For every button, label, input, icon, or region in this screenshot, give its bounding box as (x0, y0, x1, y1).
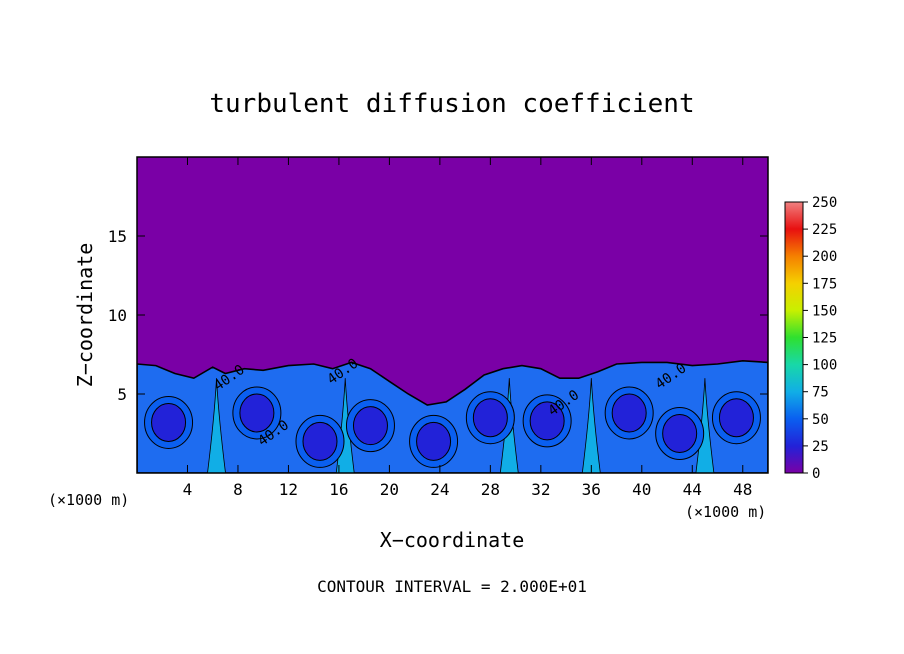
y-tick-label: 15 (108, 227, 127, 246)
colorbar-tick-label: 125 (812, 331, 837, 347)
eddy-core (302, 421, 338, 461)
x-axis-label: X−coordinate (380, 528, 525, 552)
eddy-core (239, 393, 275, 433)
x-tick-label: 24 (430, 480, 449, 499)
x-tick-label: 32 (531, 480, 550, 499)
x-tick-label: 20 (380, 480, 399, 499)
x-tick-label: 8 (233, 480, 243, 499)
x-tick-label: 40 (632, 480, 651, 499)
y-tick-label: 5 (117, 385, 127, 404)
eddy-core (529, 401, 565, 441)
colorbar-tick-label: 250 (812, 195, 837, 211)
colorbar-tick-label: 200 (812, 249, 837, 265)
boundary-layer-contour (137, 359, 768, 473)
eddy-core (472, 398, 508, 438)
diffusion-field: 40.040.040.040.040.0 (137, 356, 768, 473)
x-tick-label: 44 (683, 480, 702, 499)
eddy-core (718, 398, 754, 438)
colorbar-tick-label: 150 (812, 303, 837, 319)
y-tick-label: 10 (108, 306, 127, 325)
chart-title: turbulent diffusion coefficient (209, 89, 694, 119)
colorbar-tick-label: 75 (812, 385, 829, 401)
eddy-core (611, 393, 647, 433)
colorbar-tick-label: 0 (812, 466, 820, 482)
colorbar-tick-label: 100 (812, 358, 837, 374)
eddy-core (151, 402, 187, 442)
colorbar: 0 25 50 75 100 125 150 175 200 225 250 (784, 195, 837, 482)
plot-area: 40.040.040.040.040.0 (137, 157, 768, 473)
x-unit-left: (×1000 m) (48, 491, 129, 509)
colorbar-tick-label: 225 (812, 222, 837, 238)
x-unit-right: (×1000 m) (685, 503, 766, 521)
x-tick-label: 48 (733, 480, 752, 499)
x-tick-label: 36 (582, 480, 601, 499)
updraft-plume (207, 378, 226, 473)
eddy-core (662, 414, 698, 453)
colorbar-tick-label: 175 (812, 276, 837, 292)
colorbar-tick-label: 25 (812, 439, 829, 455)
contour-interval-note: CONTOUR INTERVAL = 2.000E+01 (317, 577, 587, 596)
colorbar-ticks: 0 25 50 75 100 125 150 175 200 225 250 (803, 195, 837, 482)
colorbar-tick-label: 50 (812, 412, 829, 428)
eddy-core (416, 421, 452, 461)
updraft-plume (581, 378, 601, 473)
y-axis-label: Z−coordinate (73, 243, 97, 388)
colorbar-gradient (784, 201, 804, 474)
x-tick-label: 16 (329, 480, 348, 499)
x-tick-label: 4 (183, 480, 193, 499)
x-tick-label: 28 (481, 480, 500, 499)
x-tick-label: 12 (279, 480, 298, 499)
boundary-layer-region (137, 360, 768, 473)
eddy-core (352, 406, 388, 446)
